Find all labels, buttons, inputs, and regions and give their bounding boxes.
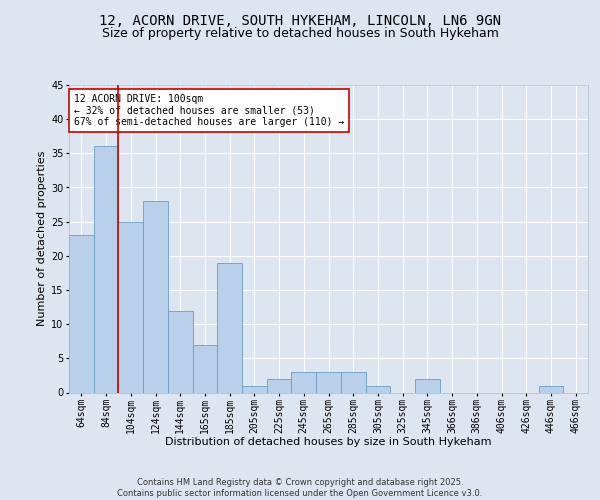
Bar [193, 344, 217, 393]
Bar [316, 372, 341, 392]
Bar [217, 262, 242, 392]
Bar [539, 386, 563, 392]
Bar [94, 146, 118, 392]
Text: Contains HM Land Registry data © Crown copyright and database right 2025.
Contai: Contains HM Land Registry data © Crown c… [118, 478, 482, 498]
Text: Size of property relative to detached houses in South Hykeham: Size of property relative to detached ho… [101, 28, 499, 40]
Bar [69, 236, 94, 392]
Bar [415, 379, 440, 392]
Text: 12, ACORN DRIVE, SOUTH HYKEHAM, LINCOLN, LN6 9GN: 12, ACORN DRIVE, SOUTH HYKEHAM, LINCOLN,… [99, 14, 501, 28]
Bar [118, 222, 143, 392]
Bar [143, 201, 168, 392]
Text: 12 ACORN DRIVE: 100sqm
← 32% of detached houses are smaller (53)
67% of semi-det: 12 ACORN DRIVE: 100sqm ← 32% of detached… [74, 94, 344, 128]
Bar [242, 386, 267, 392]
Bar [365, 386, 390, 392]
Bar [168, 310, 193, 392]
Bar [292, 372, 316, 392]
Y-axis label: Number of detached properties: Number of detached properties [37, 151, 47, 326]
X-axis label: Distribution of detached houses by size in South Hykeham: Distribution of detached houses by size … [165, 438, 492, 448]
Bar [267, 379, 292, 392]
Bar [341, 372, 365, 392]
